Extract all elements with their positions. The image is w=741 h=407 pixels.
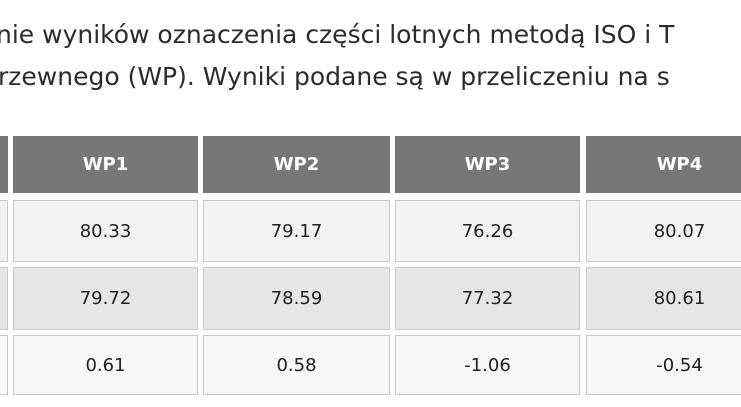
header-cell: [0, 136, 8, 193]
table-cell: 79.17: [203, 200, 390, 262]
header-cell: WP2: [203, 136, 390, 193]
header-cell: WP3: [395, 136, 580, 193]
table-cell: 77.32: [395, 267, 580, 330]
table-cell: 78.59: [203, 267, 390, 330]
table-cell: 80.33: [13, 200, 198, 262]
table-cell: 76.26: [395, 200, 580, 262]
header-cell: WP4: [586, 136, 741, 193]
table-cell: 0.61: [13, 335, 198, 395]
intro-line: nie wyników oznaczenia części lotnych me…: [0, 20, 675, 49]
table-cell: 80.61: [586, 267, 741, 330]
header-cell: WP1: [13, 136, 198, 193]
intro-line: rzewnego (WP). Wyniki podane są w przeli…: [0, 62, 670, 91]
table-cell: 0.58: [203, 335, 390, 395]
table-cell: -0.54: [586, 335, 741, 395]
table-cell: [0, 335, 8, 395]
table-cell: 79.72: [13, 267, 198, 330]
table-cell: [0, 200, 8, 262]
table-cell: [0, 267, 8, 330]
table-cell: 80.07: [586, 200, 741, 262]
table-cell: -1.06: [395, 335, 580, 395]
